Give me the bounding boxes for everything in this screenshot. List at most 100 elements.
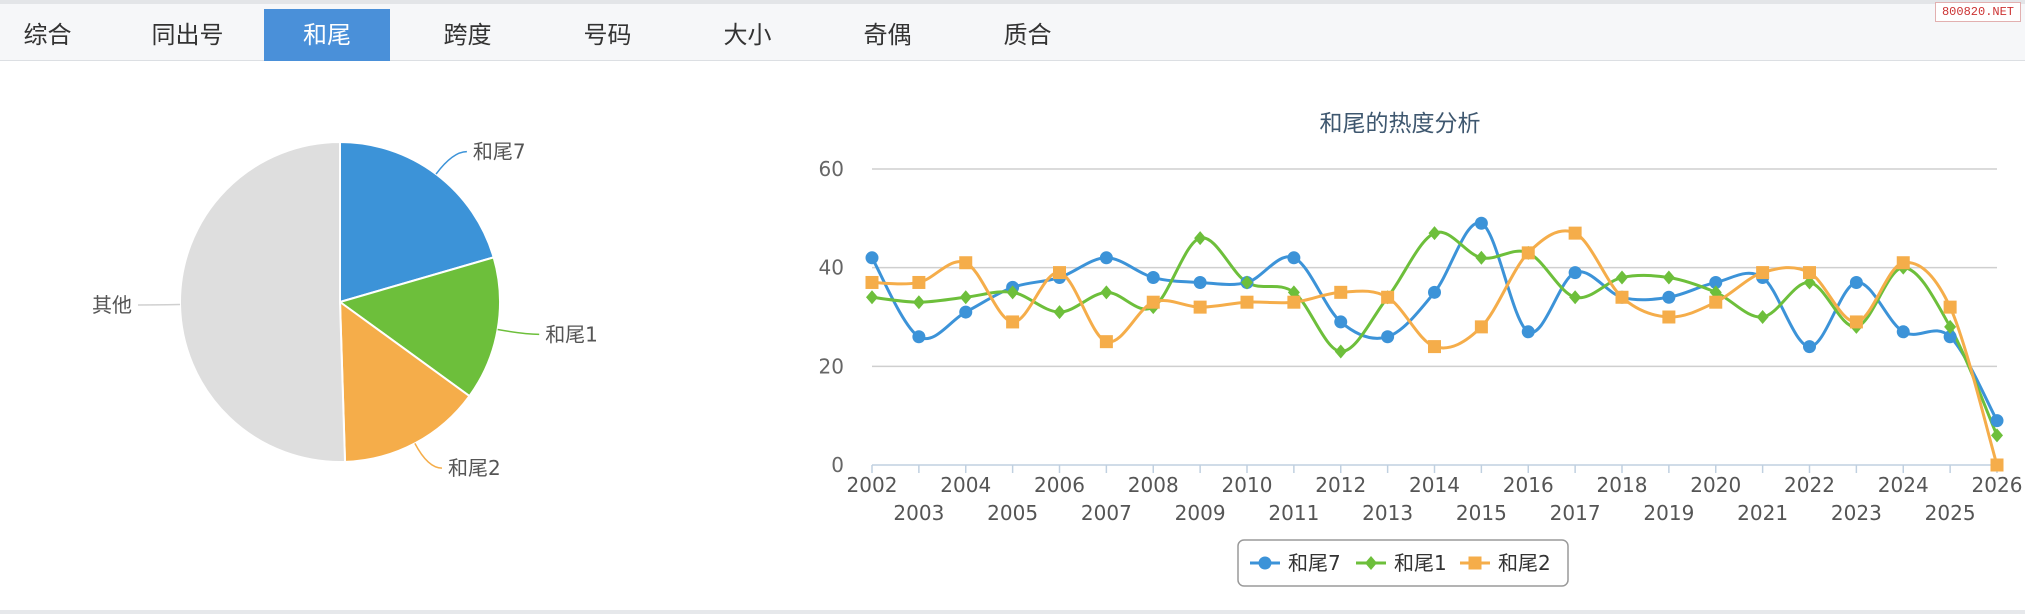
data-point (1569, 290, 1582, 305)
data-point (1662, 270, 1675, 285)
x-tick-label: 2023 (1831, 501, 1882, 525)
tab-jiou[interactable]: 奇偶 (863, 21, 912, 49)
x-tick-label: 2016 (1503, 473, 1554, 497)
data-point (1146, 271, 1160, 285)
data-point (959, 305, 973, 319)
data-point (1849, 315, 1863, 329)
x-tick-label: 2004 (940, 473, 991, 497)
data-point (1896, 325, 1910, 339)
series-line (871, 230, 1999, 436)
tab-bar: 综合 同出号 和尾 跨度 号码 大小 奇偶 质合 (0, 0, 2025, 61)
y-tick-label: 20 (819, 354, 844, 378)
x-tick-label: 2021 (1737, 501, 1788, 525)
data-point (1709, 275, 1723, 289)
pie-label: 和尾2 (448, 456, 501, 480)
tab-hewei[interactable]: 和尾 (264, 9, 390, 61)
data-point (1568, 266, 1582, 280)
data-point (1006, 285, 1019, 300)
data-point (1334, 315, 1348, 329)
x-tick-label: 2017 (1550, 501, 1601, 525)
data-point (1474, 216, 1488, 230)
data-point (1428, 340, 1441, 354)
data-point (1381, 290, 1395, 304)
x-tick-label: 2012 (1315, 473, 1366, 497)
legend-marker (1365, 556, 1377, 570)
x-tick-label: 2026 (1972, 473, 2023, 497)
series-line (870, 221, 1999, 422)
tab-daxiao[interactable]: 大小 (723, 21, 772, 49)
tab-tongchuhao[interactable]: 同出号 (151, 21, 224, 49)
x-tick-label: 2014 (1409, 473, 1460, 497)
data-point (1521, 246, 1535, 260)
data-point (1287, 251, 1301, 265)
data-point (1896, 256, 1910, 270)
data-point (1475, 250, 1488, 265)
data-point (1053, 266, 1066, 280)
tab-haoma[interactable]: 号码 (583, 21, 632, 49)
data-point (1474, 320, 1488, 334)
data-point (1099, 335, 1113, 349)
data-point (1241, 275, 1253, 290)
y-tick-label: 0 (831, 453, 844, 477)
data-point (1194, 231, 1207, 246)
x-tick-label: 2018 (1597, 473, 1648, 497)
legend-label: 和尾1 (1394, 551, 1447, 575)
data-point (1053, 305, 1066, 320)
data-point (1990, 458, 2004, 472)
pie-connector (435, 150, 467, 175)
data-point (912, 330, 926, 344)
pie-connector (414, 443, 443, 469)
data-point (1944, 319, 1957, 334)
data-point (865, 251, 879, 265)
watermark-badge: 800820.NET (1934, 2, 2021, 22)
data-point (1287, 295, 1301, 309)
data-point (959, 256, 973, 270)
tab-zhihe[interactable]: 质合 (1003, 21, 1052, 49)
pie-chart: 和尾7 和尾1 和尾2 其他 (92, 140, 598, 480)
pie-slice (179, 140, 347, 463)
legend-box (1237, 539, 1569, 587)
data-point (1006, 315, 1020, 329)
x-tick-label: 2019 (1643, 501, 1694, 525)
legend-marker (1258, 556, 1272, 570)
data-point (1099, 251, 1113, 265)
chart-title: 和尾的热度分析 (1320, 111, 1481, 137)
x-tick-label: 2010 (1222, 473, 1273, 497)
x-tick-label: 2011 (1268, 501, 1319, 525)
x-tick-label: 2008 (1128, 473, 1179, 497)
data-point (1568, 226, 1582, 240)
data-point (866, 290, 878, 305)
data-point (865, 275, 879, 289)
x-tick-label: 2003 (893, 501, 944, 525)
y-tick-label: 40 (819, 256, 844, 280)
tab-kuadu[interactable]: 跨度 (443, 21, 492, 49)
data-point (1240, 295, 1254, 309)
legend-label: 和尾7 (1288, 551, 1341, 575)
pie-label: 其他 (92, 293, 132, 317)
data-point (1803, 266, 1816, 280)
x-tick-label: 2007 (1081, 501, 1132, 525)
data-point (1616, 270, 1628, 285)
data-point (1381, 330, 1395, 344)
data-point (1756, 266, 1770, 280)
x-tick-label: 2009 (1175, 501, 1226, 525)
data-point (1943, 300, 1957, 314)
x-tick-label: 2013 (1362, 501, 1413, 525)
x-tick-label: 2006 (1034, 473, 1085, 497)
line-chart: 和尾的热度分析 0 20 40 60 2002 2003 2004 2005 2006 2007 20… (819, 111, 2023, 587)
data-point (1428, 285, 1441, 299)
data-point (1662, 290, 1676, 304)
data-point (1193, 300, 1207, 314)
data-point (1193, 275, 1207, 289)
data-point (1334, 285, 1348, 299)
bottom-divider (0, 610, 2025, 614)
data-point (1100, 285, 1113, 300)
data-point (959, 290, 972, 305)
x-tick-label: 2005 (987, 501, 1038, 525)
x-tick-label: 2020 (1690, 473, 1741, 497)
pie-connector (497, 328, 540, 336)
x-tick-label: 2025 (1925, 501, 1976, 525)
data-point (1428, 226, 1441, 241)
data-point (1662, 310, 1676, 324)
tab-zonghe[interactable]: 综合 (23, 21, 72, 49)
